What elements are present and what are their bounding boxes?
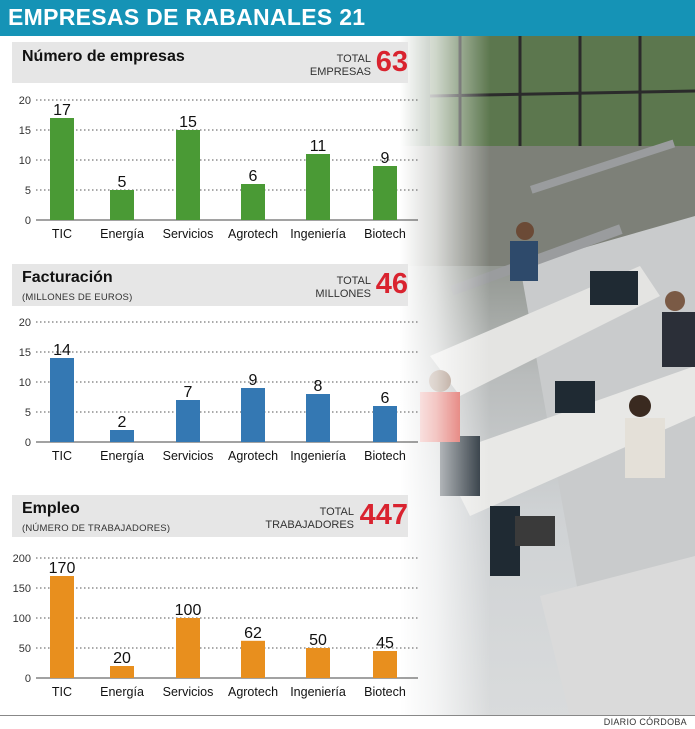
category-label: Agrotech	[228, 449, 278, 463]
office-photo-illustration	[400, 36, 695, 716]
category-label: Biotech	[364, 227, 406, 241]
total-label-empresas: TOTAL EMPRESAS	[310, 53, 371, 79]
data-label: 5	[118, 174, 127, 191]
bar-ingeniería	[306, 394, 330, 442]
section-title-empleo: Empleo	[22, 500, 80, 517]
y-tick-label: 0	[25, 215, 31, 227]
category-label: Servicios	[163, 449, 214, 463]
total-label-facturacion: TOTAL MILLONES	[315, 275, 371, 301]
total-label-line1: TOTAL	[336, 275, 371, 287]
bar-ingeniería	[306, 154, 330, 220]
data-label: 6	[381, 390, 390, 407]
category-label: Biotech	[364, 685, 406, 699]
section-header-empleo: Empleo (NÚMERO DE TRABAJADORES) TOTAL TR…	[12, 495, 408, 537]
data-label: 15	[179, 114, 197, 131]
bar-biotech	[373, 166, 397, 220]
bar-biotech	[373, 651, 397, 678]
category-label: Ingeniería	[290, 449, 346, 463]
total-value-facturacion: 46	[375, 268, 408, 300]
total-label-line1: TOTAL	[336, 53, 371, 65]
category-label: Energía	[100, 227, 144, 241]
header-banner: EMPRESAS DE RABANALES 21	[0, 0, 695, 36]
y-tick-label: 0	[25, 437, 31, 449]
category-label: Ingeniería	[290, 685, 346, 699]
bar-tic	[50, 576, 74, 678]
data-label: 9	[249, 372, 258, 389]
bar-tic	[50, 118, 74, 220]
y-tick-label: 15	[19, 347, 31, 359]
total-label-line1: TOTAL	[319, 506, 354, 518]
bottom-rule	[0, 715, 695, 716]
data-label: 2	[118, 414, 127, 431]
data-label: 7	[184, 384, 193, 401]
data-label: 8	[314, 378, 323, 395]
y-tick-label: 15	[19, 125, 31, 137]
category-label: Agrotech	[228, 227, 278, 241]
data-label: 9	[381, 150, 390, 167]
chart-empleo: 0 50 100 150 200 170 TIC 20 Energía 100 Servicios 6…	[13, 553, 418, 699]
bar-biotech	[373, 406, 397, 442]
bar-servicios	[176, 618, 200, 678]
bar-ingeniería	[306, 648, 330, 678]
y-tick-label: 50	[19, 643, 31, 655]
data-label: 20	[113, 650, 131, 667]
data-label: 6	[249, 168, 258, 185]
data-label: 50	[309, 632, 327, 649]
bar-energía	[110, 190, 134, 220]
y-tick-label: 20	[19, 317, 31, 329]
y-tick-label: 20	[19, 95, 31, 107]
total-value-empleo: 447	[359, 499, 408, 531]
bar-energía	[110, 666, 134, 678]
category-label: TIC	[52, 685, 72, 699]
data-label: 100	[175, 602, 202, 619]
bar-agrotech	[241, 184, 265, 220]
total-label-empleo: TOTAL TRABAJADORES	[265, 506, 354, 532]
chart-facturacion: 0 5 10 15 20 14 TIC 2 Energía 7 Servicios 9 Agrotech…	[19, 317, 418, 463]
data-label: 45	[376, 635, 394, 652]
y-tick-label: 150	[13, 583, 31, 595]
bar-tic	[50, 358, 74, 442]
y-tick-label: 0	[25, 673, 31, 685]
category-label: Ingeniería	[290, 227, 346, 241]
y-tick-label: 10	[19, 377, 31, 389]
source-credit: DIARIO CÓRDOBA	[603, 717, 687, 727]
total-label-line2: EMPRESAS	[309, 66, 371, 78]
category-label: Biotech	[364, 449, 406, 463]
category-label: Servicios	[163, 685, 214, 699]
bar-agrotech	[241, 640, 265, 678]
bar-agrotech	[241, 388, 265, 442]
data-label: 14	[53, 342, 71, 359]
category-label: TIC	[52, 449, 72, 463]
data-label: 62	[244, 625, 262, 642]
photo-fade	[400, 36, 490, 716]
bar-energía	[110, 430, 134, 442]
chart-empresas: 0 5 10 15 20 17 TIC 5 Energía 15 Servicios 6 Agrotec…	[19, 95, 418, 241]
category-label: Agrotech	[228, 685, 278, 699]
category-label: Energía	[100, 685, 144, 699]
y-tick-label: 100	[13, 613, 31, 625]
section-title-facturacion: Facturación	[22, 269, 113, 286]
section-header-empresas: Número de empresas TOTAL EMPRESAS 63	[12, 42, 408, 83]
data-label: 170	[49, 560, 76, 577]
y-tick-label: 200	[13, 553, 31, 565]
data-label: 17	[53, 102, 71, 119]
y-tick-label: 5	[25, 185, 31, 197]
section-subtitle-empleo: (NÚMERO DE TRABAJADORES)	[22, 523, 171, 534]
category-label: TIC	[52, 227, 72, 241]
category-label: Servicios	[163, 227, 214, 241]
total-label-line2: TRABAJADORES	[265, 519, 354, 531]
category-label: Energía	[100, 449, 144, 463]
section-subtitle-facturacion: (MILLONES DE EUROS)	[22, 292, 133, 303]
bar-servicios	[176, 400, 200, 442]
y-tick-label: 10	[19, 155, 31, 167]
page-title: EMPRESAS DE RABANALES 21	[8, 4, 366, 30]
section-title-empresas: Número de empresas	[22, 48, 185, 65]
total-value-empresas: 63	[375, 46, 408, 78]
section-header-facturacion: Facturación (MILLONES DE EUROS) TOTAL MI…	[12, 264, 408, 306]
bar-servicios	[176, 130, 200, 220]
total-label-line2: MILLONES	[315, 288, 371, 300]
office-photo	[400, 36, 695, 716]
y-tick-label: 5	[25, 407, 31, 419]
data-label: 11	[310, 138, 327, 155]
